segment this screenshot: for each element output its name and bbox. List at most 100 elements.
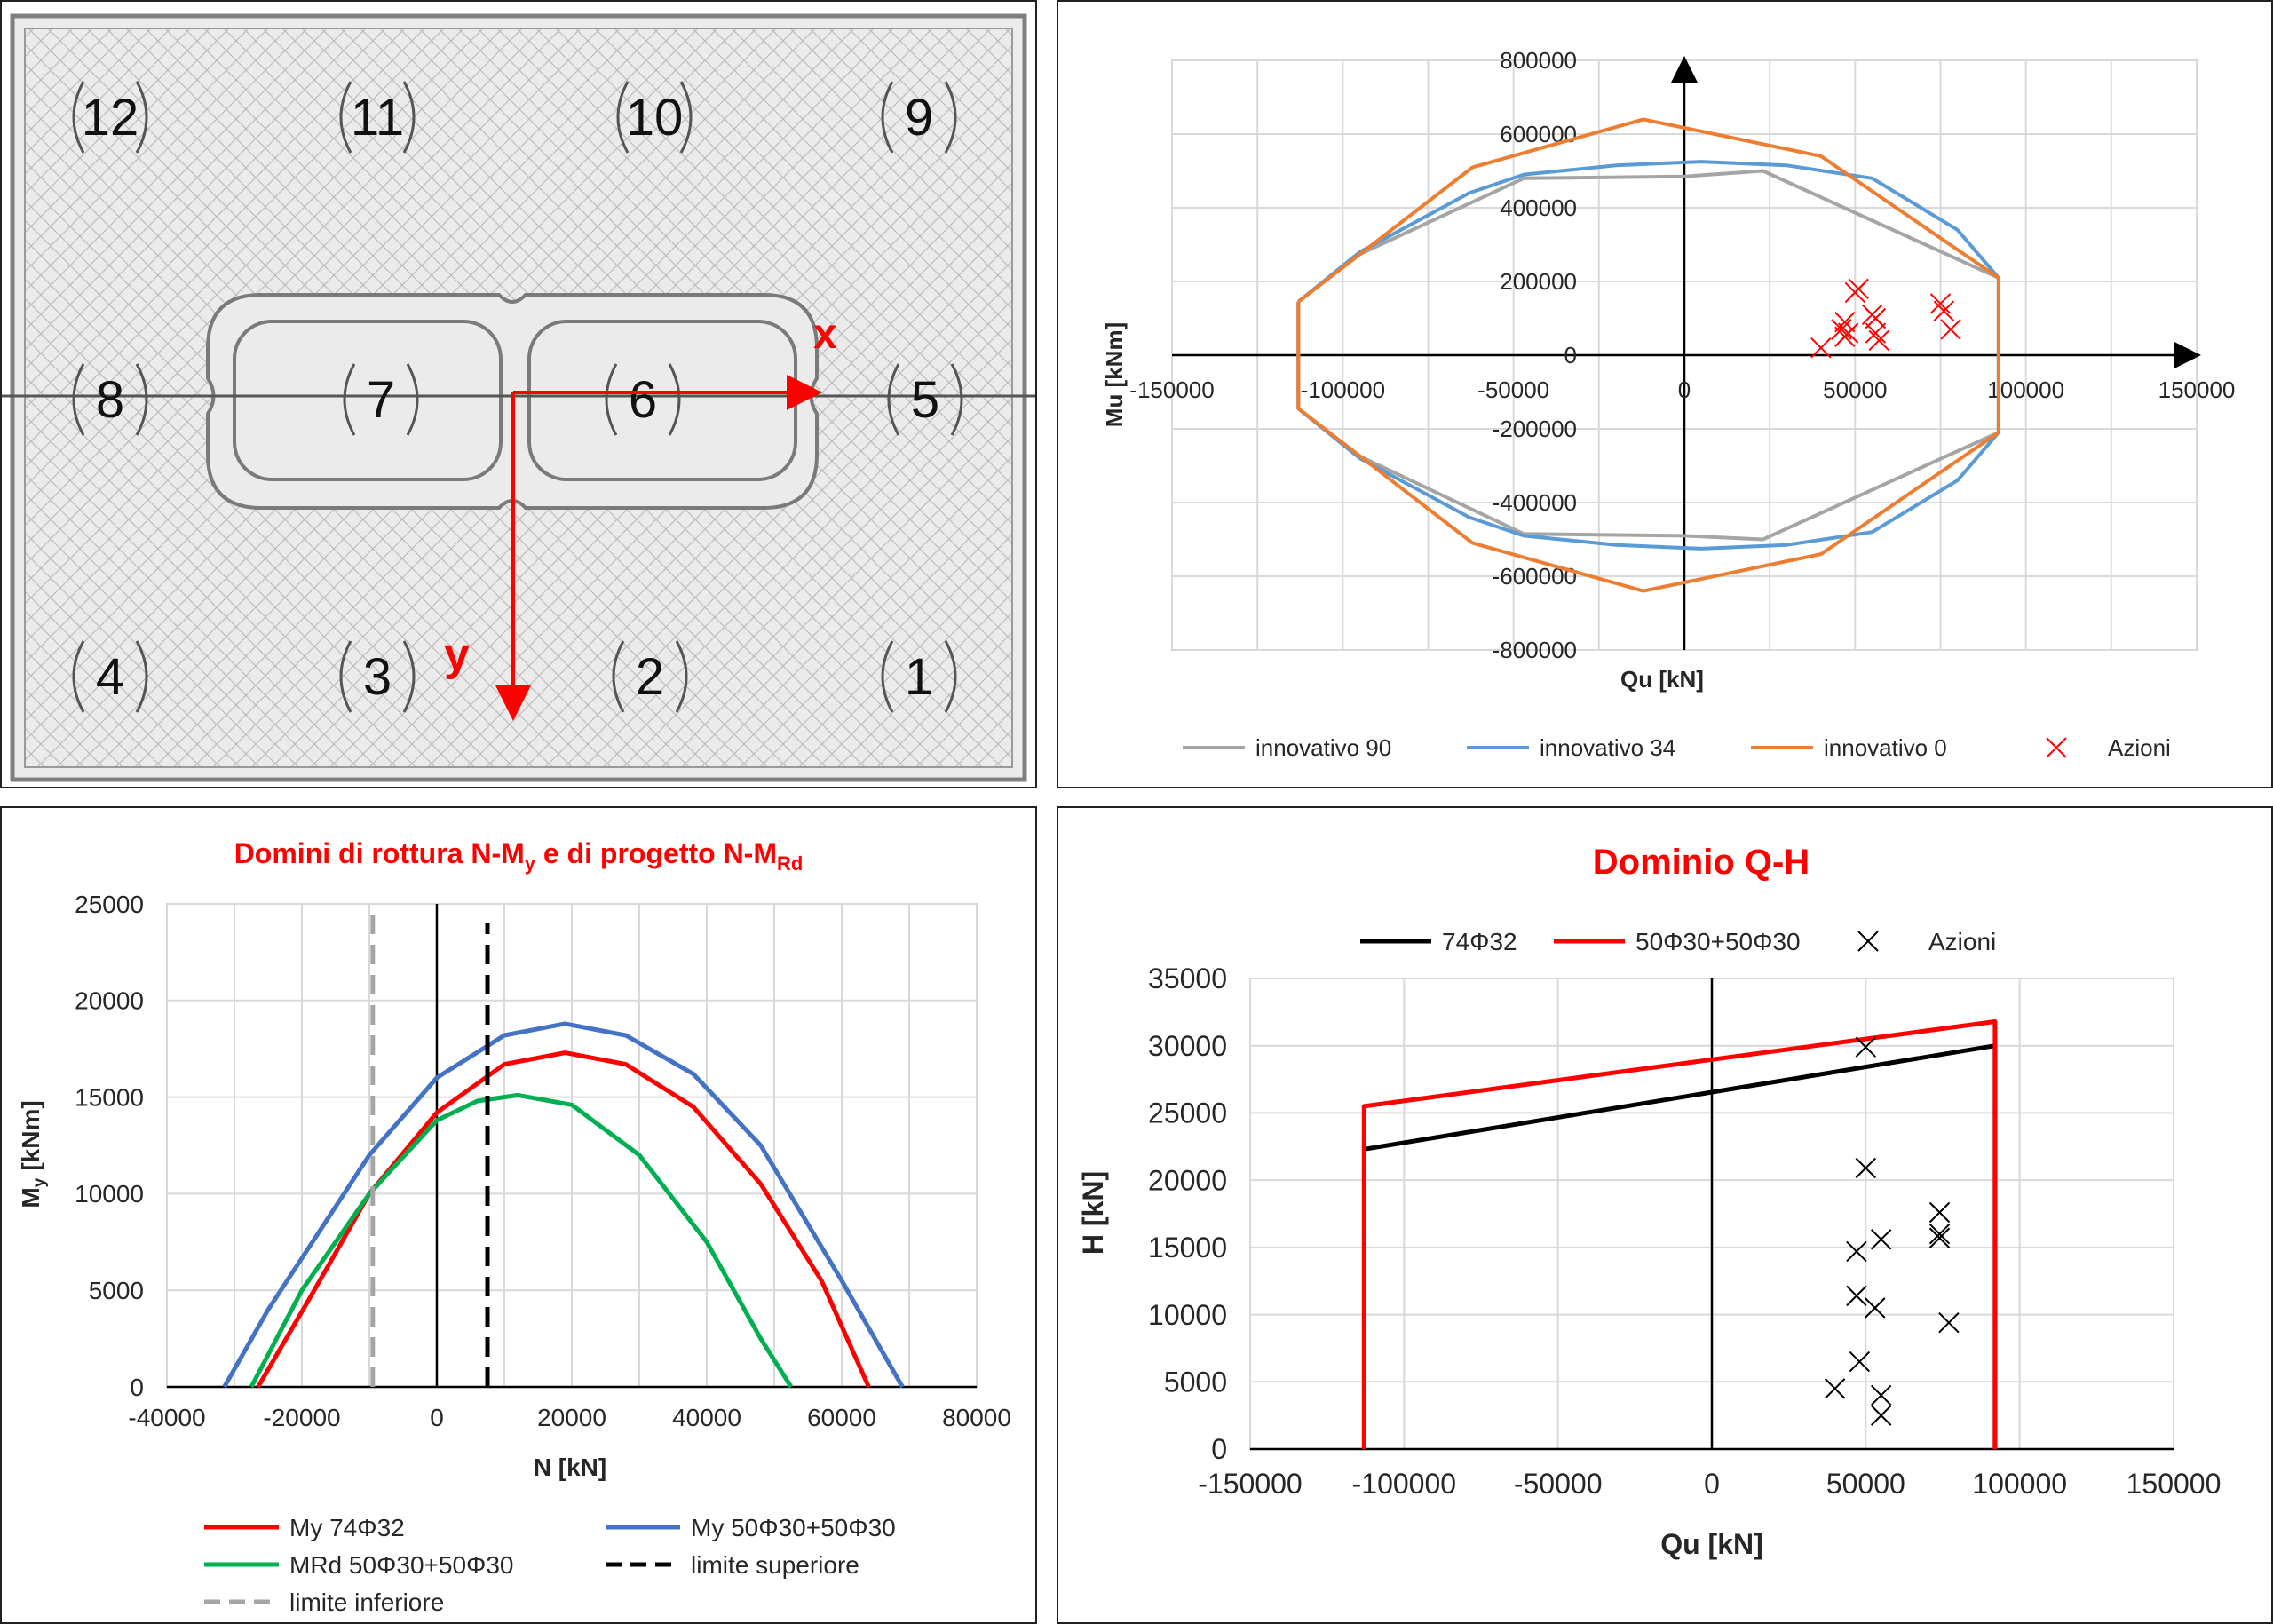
y-tick-label: -200000 [1493, 416, 1577, 442]
legend-label: innovativo 34 [1540, 734, 1675, 761]
pile-bracket-left [612, 640, 625, 713]
pile-label-10: 10 [616, 81, 693, 154]
pile-label-3: 3 [339, 640, 416, 713]
pile-bracket-left [339, 81, 352, 154]
y-tick-label: -400000 [1493, 489, 1577, 516]
legend-item: limite inferiore [204, 1588, 444, 1616]
pile-number: 11 [351, 89, 404, 147]
series-line [1361, 1019, 1998, 1449]
series-innovativo-0 [1296, 117, 2000, 593]
legend-label: limite superiore [691, 1551, 859, 1579]
y-tick-label: 20000 [1148, 1164, 1227, 1196]
legend-item: innovativo 90 [1183, 734, 1391, 761]
x-tick-label: -100000 [1301, 376, 1385, 403]
data-point [1844, 281, 1866, 304]
series-line [256, 1050, 871, 1389]
pile-number: 9 [905, 89, 933, 147]
y-tick-label: 5000 [1164, 1366, 1227, 1398]
y-axis-title: My [kNm] [17, 1100, 49, 1208]
legend-item: limite superiore [606, 1551, 859, 1579]
data-point [1846, 1240, 1867, 1263]
n-my-chart: -40000 -20000 0 20000 40000 60000 80000 25000 20… [17, 837, 1011, 1616]
pile-bracket-left [72, 81, 85, 154]
x-tick-label: -150000 [1198, 1468, 1302, 1500]
pile-number: 12 [82, 89, 139, 147]
y-axis-title: H [kN] [1077, 1171, 1109, 1255]
y-axis-title-unit: [kNm] [17, 1100, 44, 1177]
y-tick-label: 15000 [1148, 1232, 1227, 1264]
pile-bracket-right [944, 640, 957, 713]
y-axis-title: Mu [kNm] [1101, 322, 1128, 427]
legend-label: My 74Φ32 [289, 1514, 405, 1541]
pile-number: 7 [367, 371, 395, 429]
data-point [1831, 319, 1852, 340]
mu-qu-chart: -150000 -100000 -50000 0 50000 100000 15000080… [1101, 47, 2236, 761]
pile-bracket-left [72, 363, 85, 436]
pile-label-11: 11 [339, 81, 416, 154]
data-point [1834, 326, 1856, 347]
data-point [1928, 1201, 1951, 1224]
y-tick-label: 200000 [1500, 268, 1577, 295]
pile-bracket-left [881, 81, 894, 154]
legend-swatch [2046, 737, 2067, 758]
mu-qu-chart-panel: -150000 -100000 -50000 0 50000 100000 150000 80… [1057, 0, 2273, 788]
tick-labels: -150000 -100000 -50000 0 50000 100000 15000035… [1148, 963, 2221, 1500]
x-tick-label: 80000 [942, 1404, 1011, 1431]
legend: 74Φ32 50Φ30+50Φ30 Azioni [1360, 928, 1996, 955]
series-my-50-30-50-30 [222, 1021, 905, 1389]
legend-label: 50Φ30+50Φ30 [1635, 928, 1801, 955]
pile-bracket-right [406, 363, 419, 436]
x-tick-label: 0 [430, 1404, 444, 1431]
pile-bracket-left [339, 640, 352, 713]
x-tick-label: 150000 [2158, 376, 2236, 403]
series-line [1296, 117, 2000, 593]
core-cell-left [233, 320, 503, 481]
x-tick-label: 0 [1678, 376, 1691, 403]
legend-swatch [1857, 931, 1879, 952]
series-50-30-50-30 [1361, 1019, 1998, 1449]
series-azioni [1810, 278, 1961, 359]
pile-number: 1 [905, 648, 933, 706]
chart-title: Domini di rottura N-My e di progetto N-M… [234, 837, 804, 875]
data-point [1834, 311, 1856, 333]
chart-title: Dominio Q-H [1593, 843, 1810, 882]
x-tick-label: 60000 [807, 1404, 876, 1431]
data-point [1868, 329, 1889, 352]
y-tick-label: 25000 [1148, 1097, 1227, 1129]
legend-label: My 50Φ30+50Φ30 [691, 1514, 896, 1541]
pile-bracket-left [72, 640, 85, 713]
data-point [1928, 1227, 1951, 1248]
pile-number: 5 [911, 371, 939, 429]
y-tick-label: 0 [1564, 342, 1577, 368]
y-tick-label: 400000 [1500, 194, 1577, 221]
legend-label: Azioni [1928, 928, 1996, 955]
pile-bracket-right [402, 81, 416, 154]
series-line [222, 1021, 905, 1389]
y-tick-label: 30000 [1148, 1030, 1227, 1062]
legend-label: innovativo 90 [1255, 734, 1391, 761]
chart-title-sub2: Rd [777, 852, 803, 875]
legend-label: limite inferiore [289, 1588, 444, 1616]
legend-label: Azioni [2108, 734, 2171, 761]
data-point [1849, 1351, 1871, 1373]
series-azioni [1824, 1036, 1960, 1426]
y-tick-label: 0 [1211, 1433, 1227, 1465]
legend-item: innovativo 34 [1467, 734, 1675, 761]
data-point [1810, 337, 1832, 359]
x-tick-label: -40000 [128, 1404, 205, 1431]
pile-bracket-right [135, 640, 148, 713]
y-tick-label: 5000 [89, 1277, 144, 1304]
pile-number: 2 [636, 648, 664, 706]
legend-item: Azioni [1857, 928, 1996, 955]
y-axis-label: y [444, 629, 470, 680]
pile-bracket-left [881, 640, 894, 713]
series-line [249, 1092, 794, 1389]
data-point [1865, 1297, 1886, 1319]
data-point [1870, 1229, 1892, 1250]
y-tick-label: 0 [130, 1374, 144, 1401]
legend-label: MRd 50Φ30+50Φ30 [289, 1551, 514, 1579]
pile-label-12: 12 [72, 81, 148, 154]
data-point [1870, 1405, 1892, 1426]
y-tick-label: 10000 [1148, 1299, 1227, 1331]
